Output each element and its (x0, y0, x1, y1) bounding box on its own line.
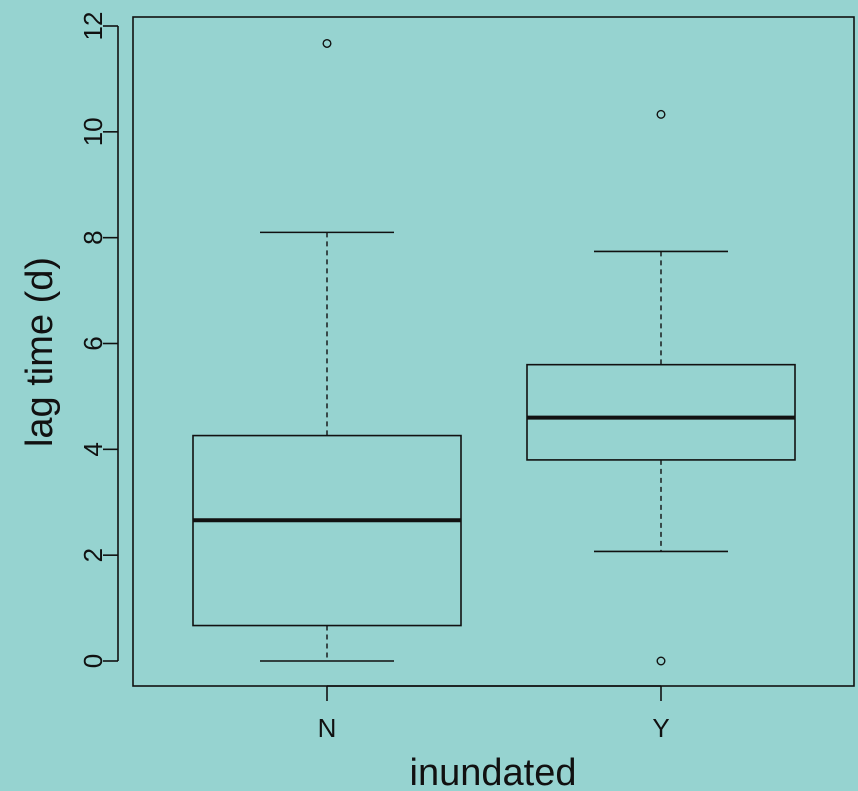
y-tick-label: 12 (78, 12, 108, 41)
y-tick-label: 4 (78, 442, 108, 456)
outlier-point (656, 656, 666, 666)
y-tick-label: 8 (78, 230, 108, 244)
y-tick-label: 6 (78, 336, 108, 350)
x-tick-label: Y (652, 713, 669, 743)
iqr-box (192, 434, 462, 627)
outlier-point (656, 109, 666, 119)
y-axis: 0 2 4 6 8 10 12 (78, 12, 119, 668)
y-tick-label: 10 (78, 117, 108, 146)
plot-frame (132, 16, 855, 687)
outlier-point (322, 38, 332, 48)
y-tick-label: 2 (78, 548, 108, 562)
x-tick-label: N (318, 713, 337, 743)
iqr-box (526, 363, 796, 461)
boxes (192, 38, 796, 666)
x-axis-title: inundated (410, 752, 577, 791)
y-axis-title: lag time (d) (19, 257, 61, 447)
box-y (526, 109, 796, 666)
box-n (192, 38, 462, 662)
y-tick-label: 0 (78, 654, 108, 668)
